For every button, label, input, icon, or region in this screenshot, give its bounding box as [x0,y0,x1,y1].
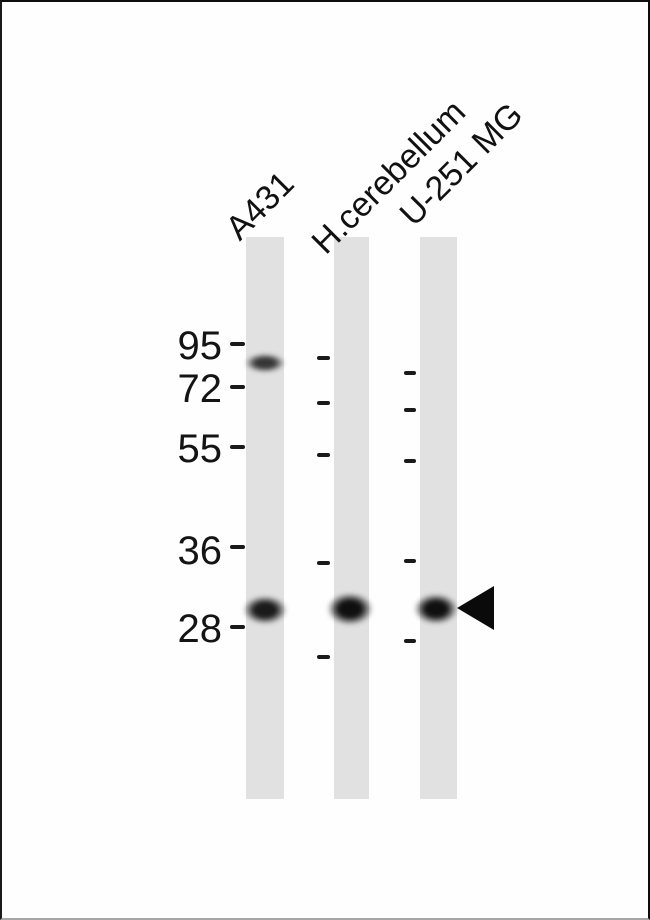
gel-lane [334,237,369,799]
mw-tick-mark [230,342,245,346]
mw-tick-mark [230,545,245,549]
strip-tick-mark [404,639,416,643]
gel-lane [420,237,457,799]
strip-tick-mark [317,453,330,457]
mw-tick-mark [230,445,245,449]
mw-label: 55 [177,427,223,471]
gel-lane [246,237,284,799]
strip-tick-mark [404,459,416,463]
protein-band [326,592,374,626]
mw-label: 72 [177,367,223,411]
mw-tick-mark [230,385,245,389]
protein-band [242,595,288,625]
band-arrow-icon [457,586,494,630]
strip-tick-mark [317,655,330,659]
mw-label: 95 [177,324,223,368]
strip-tick-mark [317,401,330,405]
strip-tick-mark [404,408,416,412]
strip-tick-mark [404,559,416,563]
mw-tick-mark [230,625,245,629]
mw-label: 36 [177,529,223,573]
mw-label: 28 [177,607,223,651]
lane-label: A431 [218,164,302,248]
strip-tick-mark [317,356,330,360]
protein-band [413,593,459,625]
strip-tick-mark [317,561,330,565]
protein-band [244,353,286,373]
strip-tick-mark [404,371,416,375]
